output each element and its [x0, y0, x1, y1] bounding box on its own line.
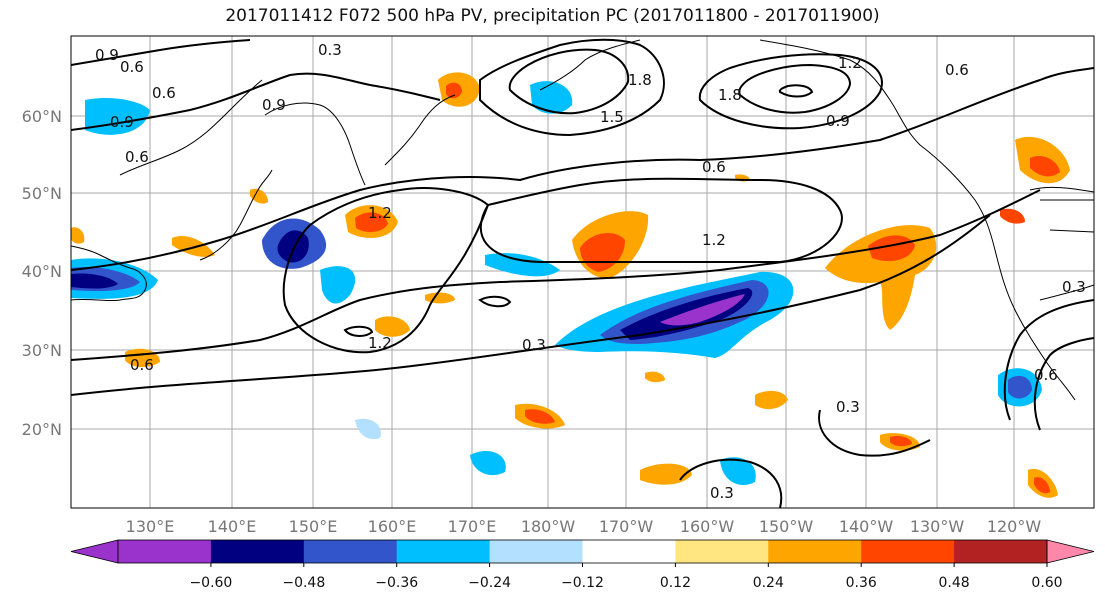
- contour-label: 0.6: [130, 356, 154, 374]
- colorbar: [70, 539, 1095, 564]
- colorbar-swatch: [861, 540, 955, 563]
- latitude-label: 40°N: [22, 262, 62, 281]
- colorbar-tick-label: −0.36: [375, 575, 418, 591]
- longitude-label: 130°E: [126, 517, 175, 536]
- colorbar-tick-label: −0.12: [561, 575, 604, 591]
- colorbar-tick-label: −0.60: [189, 575, 232, 591]
- colorbar-tick-label: 0.24: [753, 575, 784, 591]
- contour-label: 0.6: [152, 84, 176, 102]
- pos-small-13: [645, 371, 665, 383]
- colorbar-swatch: [768, 540, 862, 563]
- contour-label: 0.6: [125, 148, 149, 166]
- longitude-label: 160°W: [680, 517, 735, 536]
- contour-label: 0.9: [826, 112, 850, 130]
- longitude-label: 140°W: [839, 517, 894, 536]
- pos-small-9: [250, 188, 268, 204]
- latitude-labels: 60°N 50°N 40°N 30°N 20°N: [22, 107, 62, 439]
- pos-small-11: [1000, 208, 1025, 224]
- contour-label: 0.6: [1034, 366, 1058, 384]
- neg-band-peak: [660, 294, 745, 326]
- colorbar-extend-max: [1046, 539, 1095, 564]
- contour-label: 0.6: [945, 61, 969, 79]
- pos-east-core: [868, 235, 915, 262]
- pos-small-4: [640, 463, 692, 485]
- contour-label: 0.3: [710, 484, 734, 502]
- contour-label: 0.9: [110, 113, 134, 131]
- contour-label: 0.6: [120, 58, 144, 76]
- neg-west-core: [71, 273, 118, 289]
- colorbar-tick-label: −0.48: [282, 575, 325, 591]
- pos-small-3-core: [525, 409, 555, 424]
- latitude-label: 30°N: [22, 341, 62, 360]
- colorbar-swatch: [954, 540, 1048, 563]
- longitude-labels: 130°E 140°E 150°E 160°E 170°E 180°W 170°W 160°W…: [126, 517, 1042, 536]
- contour-labels: 0.9 0.6 0.3 0.9 0.6 0.9 0.6 1.2 1.2 1.2 …: [95, 41, 1086, 502]
- contour-label: 0.6: [702, 158, 726, 176]
- pos-small-1: [375, 316, 410, 337]
- neg-japan-core: [277, 230, 309, 263]
- longitude-label: 160°E: [368, 517, 417, 536]
- colorbar-tick-label: −0.24: [468, 575, 511, 591]
- colorbar-swatch: [489, 540, 583, 563]
- longitude-label: 150°E: [289, 517, 338, 536]
- contour-label: 0.9: [262, 96, 286, 114]
- longitude-label: 140°E: [208, 517, 257, 536]
- pv-contours: [71, 38, 1094, 508]
- neg-dateline: [485, 253, 560, 277]
- neg-california-core: [1008, 375, 1032, 399]
- contour-label: 0.3: [318, 41, 342, 59]
- pos-bc-core: [1030, 155, 1060, 177]
- colorbar-tick-label: 0.36: [846, 575, 877, 591]
- map-frame: [70, 35, 1095, 509]
- colorbar-tick-label: 0.48: [939, 575, 970, 591]
- colorbar-tick-labels: −0.60 −0.48 −0.36 −0.24 −0.12 0.12 0.24 0.36 0.4…: [189, 563, 1063, 591]
- contour-label: 0.3: [1062, 278, 1086, 296]
- colorbar-tick-label: 0.12: [660, 575, 691, 591]
- pos-small-6-core: [890, 435, 912, 447]
- map-title: 2017011412 F072 500 hPa PV, precipitatio…: [225, 6, 880, 26]
- contour-label: 1.2: [368, 204, 392, 222]
- contour-label: 1.2: [702, 231, 726, 249]
- coastlines: [71, 39, 1094, 401]
- neg-south-2: [720, 457, 756, 486]
- precipitation-shading: [71, 72, 1070, 498]
- colorbar-tick-label: 0.60: [1031, 575, 1062, 591]
- latitude-label: 20°N: [22, 420, 62, 439]
- colorbar-swatch: [396, 540, 491, 563]
- pos-aleut-core: [446, 82, 462, 99]
- longitude-label: 150°W: [759, 517, 814, 536]
- contour-label: 0.9: [95, 46, 119, 64]
- contour-label: 0.3: [836, 398, 860, 416]
- contour-label: 1.5: [600, 108, 624, 126]
- contour-label: 0.3: [522, 336, 546, 354]
- contour-label: 1.2: [838, 54, 862, 72]
- colorbar-extend-min: [70, 539, 119, 564]
- contour-label: 1.8: [718, 86, 742, 104]
- latitude-label: 50°N: [22, 184, 62, 203]
- colorbar-swatch: [210, 540, 305, 563]
- longitude-label: 180°W: [521, 517, 576, 536]
- longitude-label: 120°W: [987, 517, 1042, 536]
- pos-small-7-core: [1034, 477, 1050, 494]
- longitude-label: 170°E: [448, 517, 497, 536]
- longitude-label: 170°W: [599, 517, 654, 536]
- colorbar-swatch: [675, 540, 769, 563]
- latitude-label: 60°N: [22, 107, 62, 126]
- pos-small-12: [71, 227, 85, 244]
- neg-japan-tail: [320, 266, 356, 304]
- colorbar-swatch: [303, 540, 398, 563]
- neg-south-1: [470, 451, 506, 476]
- contour-label: 1.8: [628, 71, 652, 89]
- longitude-label: 130°W: [910, 517, 965, 536]
- pos-kamchatka-core: [355, 212, 388, 233]
- neg-south-3: [355, 418, 381, 440]
- pos-small-5: [755, 390, 788, 410]
- map-panel: [71, 36, 1094, 508]
- contour-label: 1.2: [368, 334, 392, 352]
- colorbar-swatch: [582, 540, 676, 563]
- colorbar-swatch: [118, 540, 212, 563]
